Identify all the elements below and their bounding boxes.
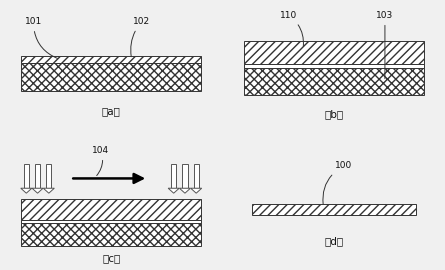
Polygon shape xyxy=(179,188,190,193)
Bar xyxy=(21,63,201,91)
Polygon shape xyxy=(21,188,32,193)
Text: 103: 103 xyxy=(376,11,393,79)
Bar xyxy=(171,164,176,188)
Text: 110: 110 xyxy=(280,11,303,46)
Text: （d）: （d） xyxy=(324,236,343,246)
Bar xyxy=(244,68,424,95)
Bar xyxy=(21,220,201,223)
Bar xyxy=(194,164,199,188)
Bar xyxy=(252,204,416,215)
Bar xyxy=(35,164,40,188)
Bar xyxy=(244,64,424,68)
Text: 102: 102 xyxy=(131,17,150,57)
Polygon shape xyxy=(190,188,202,193)
Text: 100: 100 xyxy=(323,161,352,204)
Bar xyxy=(24,164,29,188)
Text: 101: 101 xyxy=(25,17,57,58)
Bar xyxy=(244,41,424,64)
Bar xyxy=(46,164,52,188)
Polygon shape xyxy=(32,188,43,193)
Polygon shape xyxy=(43,188,54,193)
Text: （c）: （c） xyxy=(102,253,121,264)
Bar xyxy=(21,199,201,220)
Text: 104: 104 xyxy=(93,146,109,176)
Text: （b）: （b） xyxy=(324,109,343,119)
Bar xyxy=(21,56,201,63)
Text: （a）: （a） xyxy=(102,106,121,116)
Polygon shape xyxy=(168,188,179,193)
Bar xyxy=(182,164,188,188)
Bar xyxy=(21,223,201,246)
